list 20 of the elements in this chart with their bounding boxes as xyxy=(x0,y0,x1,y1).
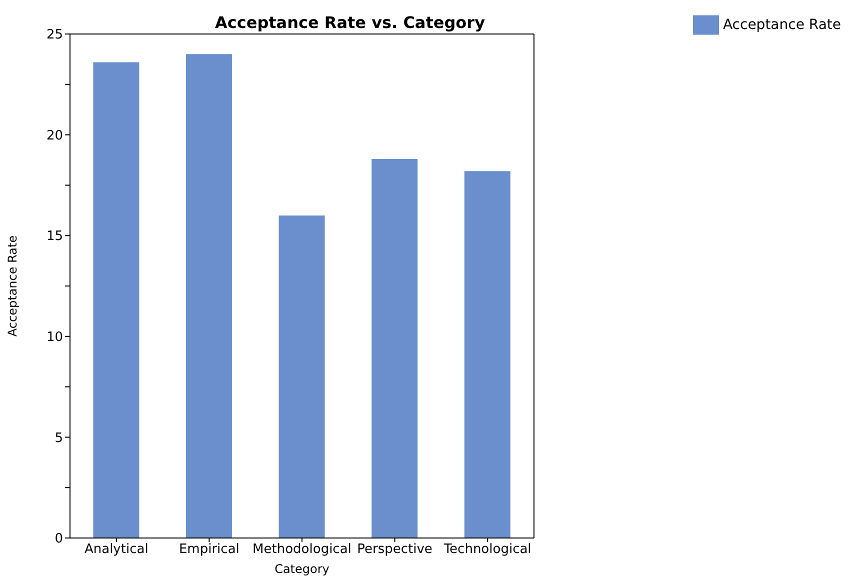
chart-title: Acceptance Rate vs. Category xyxy=(215,13,486,32)
y-tick-label: 0 xyxy=(54,532,63,547)
y-tick-label: 5 xyxy=(54,430,63,446)
bar xyxy=(93,62,140,538)
y-tick-label: 25 xyxy=(46,28,63,43)
bar xyxy=(186,54,232,538)
bar xyxy=(278,215,325,538)
y-axis-title: Acceptance Rate xyxy=(5,235,20,337)
x-axis-title: Category xyxy=(274,562,330,576)
x-tick-label: Empirical xyxy=(178,542,240,558)
x-tick-label: Methodological xyxy=(252,542,352,558)
bar xyxy=(464,171,510,538)
y-tick-label: 20 xyxy=(46,128,63,144)
x-tick-label: Perspective xyxy=(357,542,432,558)
x-tick-label: Technological xyxy=(442,542,532,558)
x-tick-label: Analytical xyxy=(84,542,148,558)
y-tick-label: 10 xyxy=(46,330,63,346)
legend-label: Acceptance Rate xyxy=(722,16,841,33)
y-tick-label: 15 xyxy=(46,229,63,244)
bar xyxy=(372,158,418,538)
